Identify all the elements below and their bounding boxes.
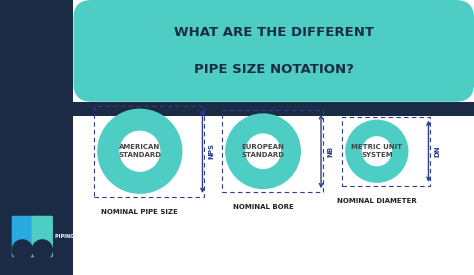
- Circle shape: [361, 135, 393, 167]
- Bar: [73, 102, 474, 116]
- Circle shape: [225, 113, 301, 189]
- Text: EUROPEAN
STANDARD: EUROPEAN STANDARD: [242, 144, 284, 158]
- FancyBboxPatch shape: [32, 216, 53, 257]
- Text: AMERICAN
STANDARD: AMERICAN STANDARD: [118, 144, 161, 158]
- Circle shape: [118, 130, 161, 173]
- Bar: [222, 110, 323, 192]
- Text: WHAT ARE THE DIFFERENT: WHAT ARE THE DIFFERENT: [174, 26, 374, 39]
- Bar: [0, 0, 73, 275]
- FancyBboxPatch shape: [73, 0, 474, 102]
- Text: METRIC UNIT
SYSTEM: METRIC UNIT SYSTEM: [351, 144, 402, 158]
- Text: NOMINAL DIAMETER: NOMINAL DIAMETER: [337, 198, 417, 204]
- Bar: [94, 106, 204, 197]
- Text: NPS: NPS: [209, 143, 214, 159]
- Text: NB: NB: [327, 146, 333, 157]
- Circle shape: [12, 239, 33, 261]
- Text: NOMINAL BORE: NOMINAL BORE: [233, 204, 293, 210]
- Bar: [73, 116, 474, 275]
- FancyBboxPatch shape: [12, 216, 33, 257]
- Circle shape: [245, 133, 282, 170]
- Text: PIPING MART: PIPING MART: [55, 234, 92, 239]
- Text: PIPE SIZE NOTATION?: PIPE SIZE NOTATION?: [194, 63, 354, 76]
- Circle shape: [345, 120, 409, 183]
- Circle shape: [31, 239, 53, 261]
- Text: DN: DN: [435, 145, 440, 157]
- Bar: [342, 117, 430, 186]
- Circle shape: [97, 109, 182, 194]
- Text: NOMINAL PIPE SIZE: NOMINAL PIPE SIZE: [101, 209, 178, 215]
